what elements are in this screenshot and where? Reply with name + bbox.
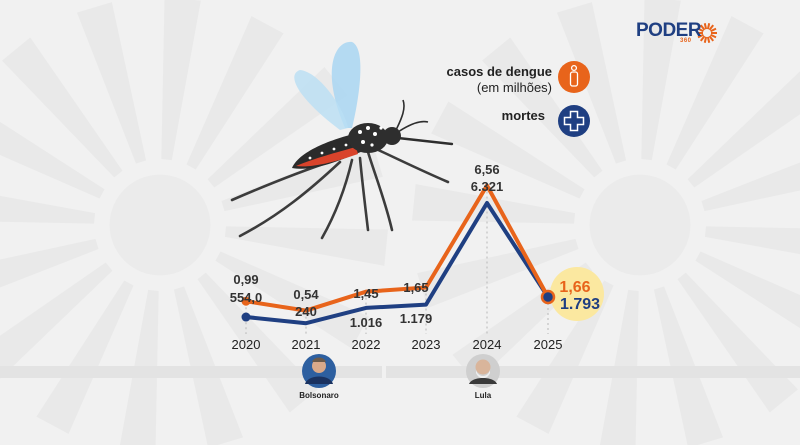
series-points — [241, 267, 604, 322]
x-tick-label: 2021 — [292, 337, 321, 352]
cases-label: 0,99 — [233, 272, 258, 287]
brand-logo: PODER 360 — [636, 20, 702, 44]
x-tick-label: 2023 — [412, 337, 441, 352]
deaths-label: 554,0 — [230, 290, 263, 305]
x-tick-label: 2025 — [534, 337, 563, 352]
cases-label: 6,56 — [474, 162, 499, 177]
person-icon — [558, 61, 590, 93]
deaths-label-2025: 1.793 — [560, 296, 600, 313]
timeline-band-left — [0, 366, 382, 378]
end-point — [540, 289, 556, 305]
deaths-point — [241, 312, 251, 322]
cases-point — [241, 296, 251, 306]
legend-deaths: mortes — [501, 108, 545, 123]
legend-cases-title: casos de dengue — [446, 64, 552, 79]
data-labels: 0,99 554,0 0,54 240 1,45 1.016 1,65 1.179 6,56 6.… — [230, 162, 600, 330]
logo-sunburst-icon — [697, 23, 717, 43]
cross-icon — [558, 105, 590, 137]
lula-avatar — [466, 354, 500, 388]
cases-label: 1,65 — [403, 280, 428, 295]
legend-cases-unit: (em milhões) — [476, 80, 552, 95]
deaths-line — [245, 201, 550, 326]
x-tick-label: 2024 — [473, 337, 502, 352]
x-tick-labels: 2020 2021 2022 2023 2024 2025 — [232, 337, 563, 352]
deaths-label: 6.321 — [471, 179, 504, 194]
deaths-label: 1.179 — [400, 311, 433, 326]
lula-name: Lula — [474, 391, 492, 400]
highlight-2025 — [550, 267, 604, 321]
cases-label: 1,45 — [353, 286, 378, 301]
gridlines — [245, 191, 549, 334]
legend-cases: casos de dengue (em milhões) — [430, 64, 552, 96]
cases-label-2025: 1,66 — [559, 279, 590, 296]
cases-line — [245, 183, 550, 313]
mosquito-illustration — [230, 41, 454, 240]
cases-label: 0,54 — [293, 287, 319, 302]
deaths-label: 1.016 — [350, 315, 383, 330]
brand-sub: 360 — [680, 38, 692, 44]
bolsonaro-name: Bolsonaro — [299, 391, 339, 400]
brand-name: PODER — [636, 20, 702, 41]
bolsonaro-avatar — [302, 354, 336, 388]
deaths-label: 240 — [295, 304, 317, 319]
x-tick-label: 2022 — [352, 337, 381, 352]
x-tick-label: 2020 — [232, 337, 261, 352]
series-lines — [245, 183, 550, 326]
timeline-band-right — [386, 366, 800, 378]
